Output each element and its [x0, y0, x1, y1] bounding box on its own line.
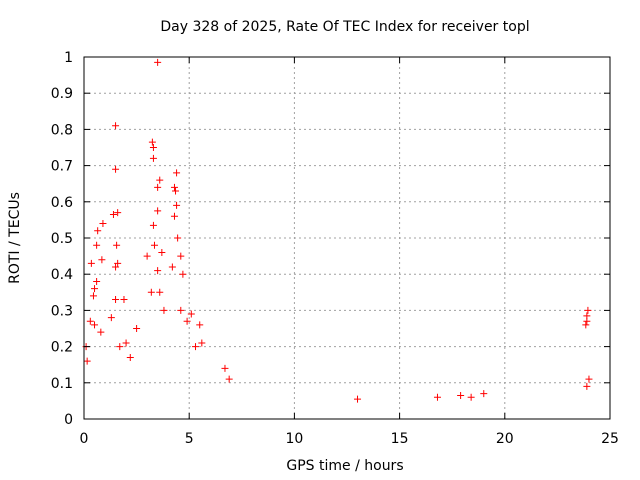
data-point	[147, 288, 155, 296]
data-point	[98, 256, 106, 264]
data-point	[170, 183, 178, 191]
y-tick-label: 0.4	[51, 267, 73, 283]
data-point	[133, 325, 141, 332]
y-axis-label: ROTI / TECUs	[7, 192, 23, 284]
data-point	[112, 165, 120, 173]
x-tick-label: 20	[496, 431, 514, 447]
data-point	[168, 263, 176, 271]
y-tick-label: 1	[64, 50, 73, 66]
data-point	[154, 207, 162, 215]
data-point	[112, 263, 120, 271]
data-point	[183, 317, 191, 325]
data-point	[154, 267, 162, 275]
data-point	[154, 58, 162, 66]
data-point	[93, 277, 101, 285]
data-point	[177, 252, 185, 260]
data-point	[158, 248, 166, 256]
data-point	[143, 252, 151, 260]
data-point	[149, 221, 157, 229]
data-point	[91, 285, 99, 293]
data-point	[433, 393, 441, 401]
x-tick-label: 25	[601, 431, 619, 447]
data-point	[221, 364, 229, 372]
data-point	[354, 395, 362, 403]
data-point	[156, 288, 164, 296]
data-point	[585, 375, 593, 383]
data-point	[122, 339, 130, 347]
data-point	[112, 122, 120, 130]
data-point	[99, 220, 107, 228]
y-tick-labels: 0 0.1 0.2 0.3 0.4 0.5 0.6 0.7 0.8 0.9 1	[51, 50, 73, 428]
data-point	[225, 375, 233, 383]
data-point	[467, 393, 475, 401]
data-point	[584, 306, 592, 314]
data-point	[89, 292, 97, 300]
data-point	[177, 306, 185, 314]
data-point	[173, 201, 181, 209]
x-tick-label: 5	[185, 431, 194, 447]
data-point	[113, 241, 121, 249]
data-point	[107, 314, 115, 322]
x-tick-label: 15	[391, 431, 409, 447]
data-point	[187, 310, 195, 318]
x-axis-label: GPS time / hours	[286, 458, 403, 474]
data-point	[149, 144, 157, 151]
data-point	[457, 391, 465, 399]
data-point	[120, 296, 128, 304]
y-tick-label: 0.1	[51, 376, 73, 392]
data-point	[156, 176, 164, 184]
y-tick-label: 0.9	[51, 86, 73, 102]
data-point	[179, 270, 187, 278]
x-tick-label: 0	[80, 431, 89, 447]
data-point	[150, 241, 158, 249]
y-tick-label: 0.6	[51, 195, 73, 211]
data-point	[114, 259, 122, 267]
data-point	[87, 259, 95, 267]
data-point	[583, 382, 591, 390]
data-point	[97, 328, 105, 336]
y-tick-label: 0	[64, 412, 73, 428]
data-point	[93, 241, 101, 249]
data-point	[170, 212, 178, 220]
data-points	[82, 58, 593, 403]
grid	[84, 57, 610, 419]
data-point	[109, 210, 117, 218]
data-point	[91, 321, 99, 329]
data-point	[126, 353, 134, 361]
data-point	[112, 296, 120, 304]
axis-ticks	[83, 56, 611, 420]
data-point	[149, 154, 157, 162]
data-point	[160, 306, 168, 314]
y-tick-label: 0.5	[51, 231, 73, 247]
data-point	[154, 183, 162, 191]
x-tick-labels: 0 5 10 15 20 25	[80, 431, 619, 447]
data-point	[114, 209, 122, 217]
data-point	[192, 343, 200, 351]
data-point	[174, 234, 182, 242]
data-point	[583, 317, 591, 325]
data-point	[148, 138, 156, 146]
y-tick-label: 0.8	[51, 122, 73, 138]
data-point	[198, 339, 206, 347]
y-tick-label: 0.7	[51, 159, 73, 175]
chart-title: Day 328 of 2025, Rate Of TEC Index for r…	[160, 19, 529, 35]
data-point	[94, 227, 102, 235]
x-tick-label: 10	[285, 431, 303, 447]
plot-frame	[83, 56, 611, 420]
data-point	[83, 357, 91, 365]
data-point	[173, 169, 181, 177]
data-point	[196, 321, 204, 329]
data-point	[172, 187, 180, 195]
data-point	[582, 321, 590, 329]
y-tick-label: 0.2	[51, 340, 73, 356]
y-tick-label: 0.3	[51, 303, 73, 319]
data-point	[86, 317, 94, 325]
data-point	[116, 343, 124, 351]
data-point	[480, 390, 488, 398]
